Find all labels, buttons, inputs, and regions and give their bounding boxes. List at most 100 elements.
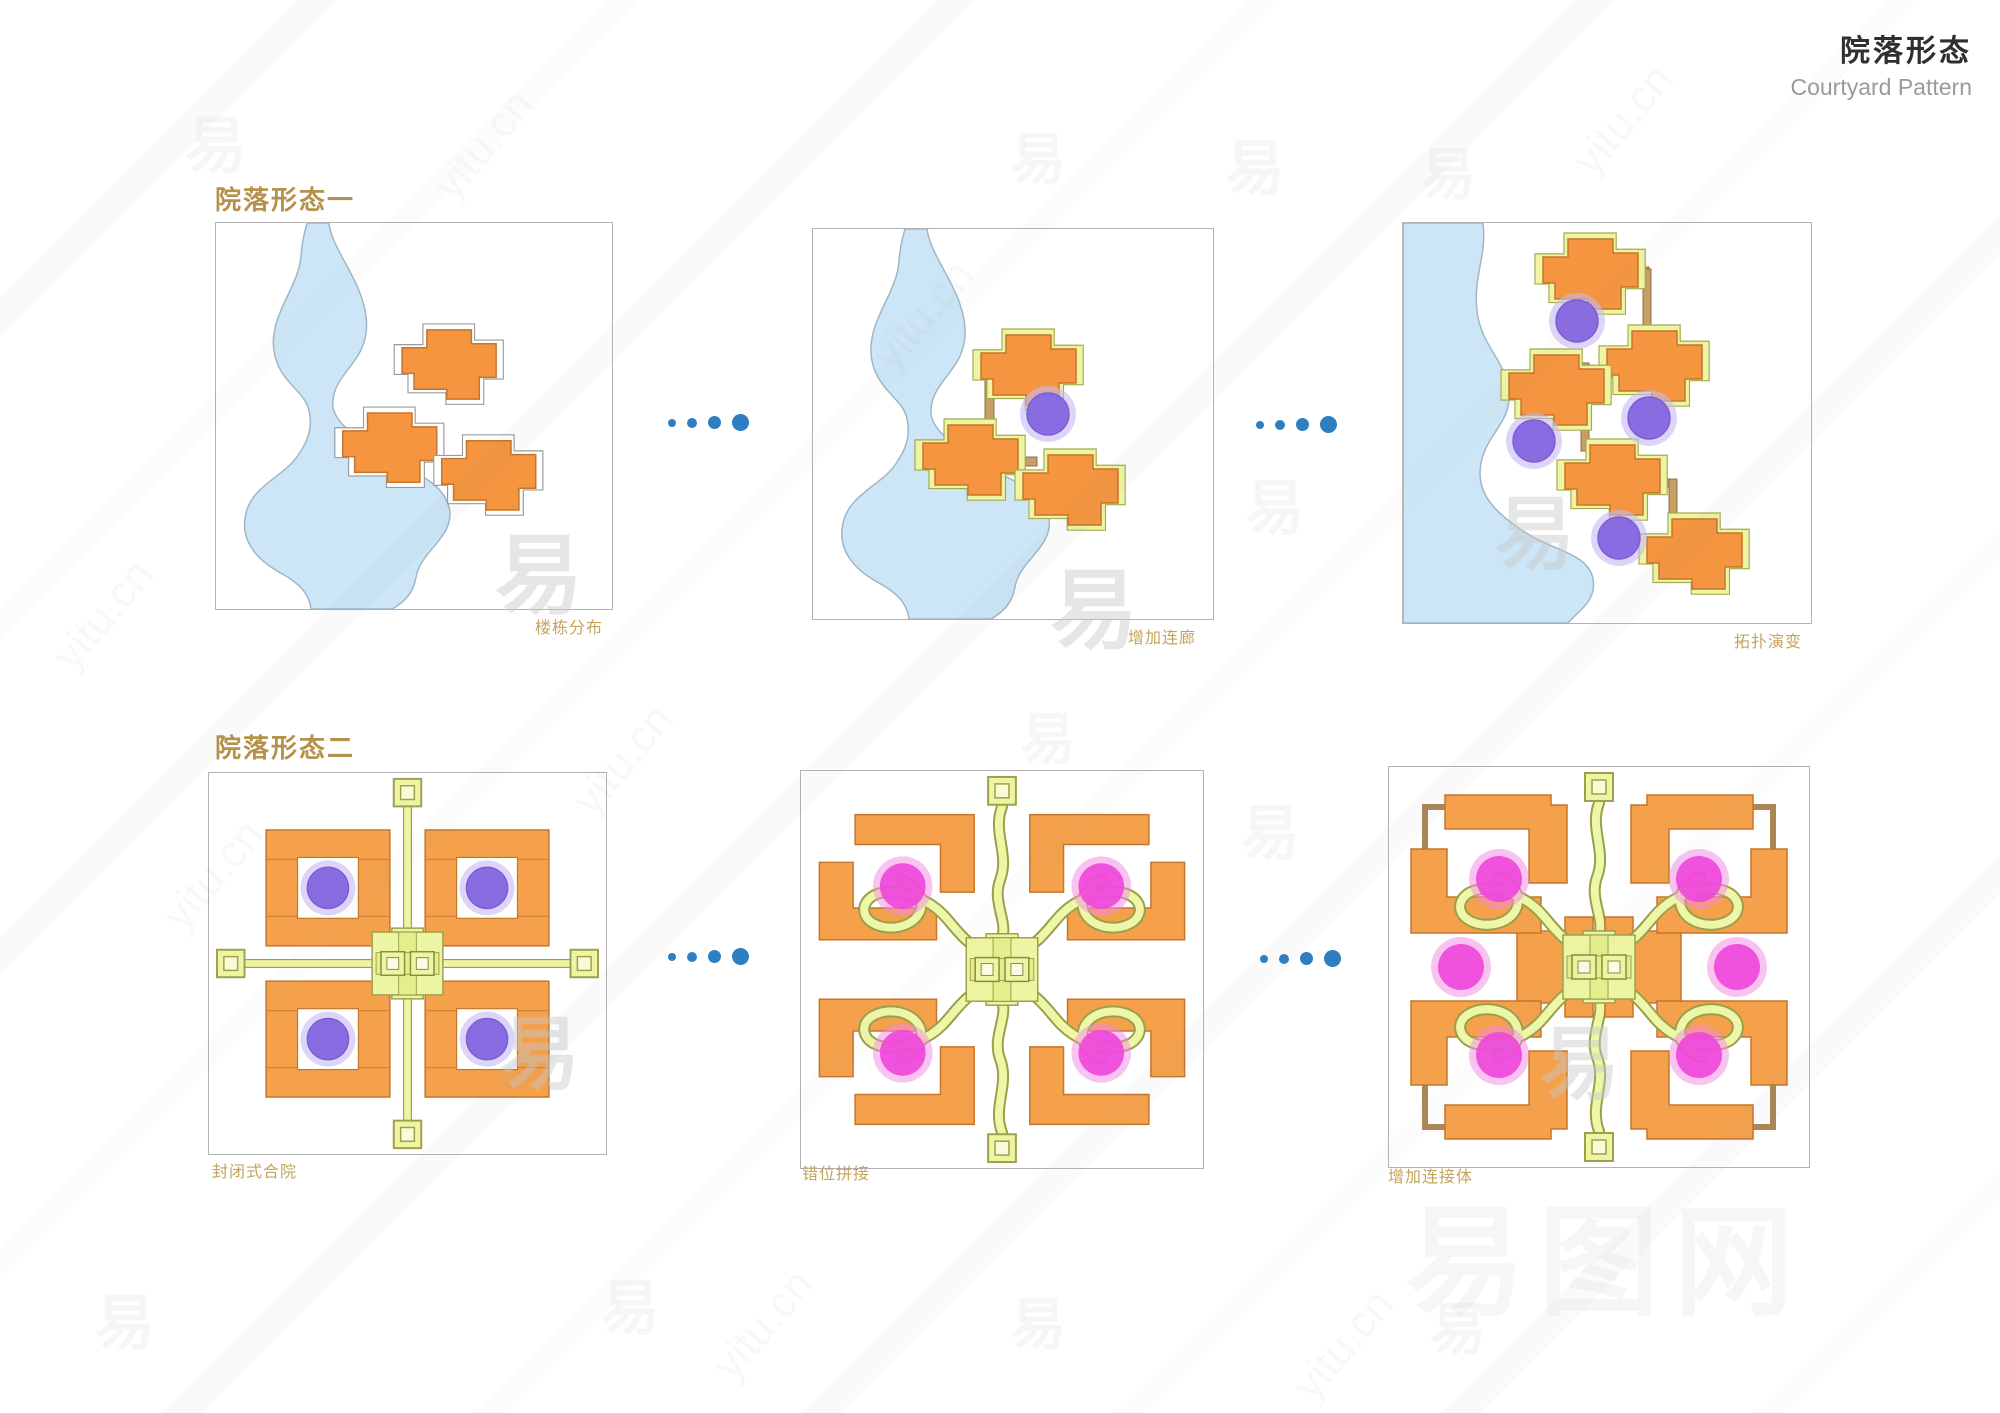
watermark-site: yitu.cn [1563, 55, 1683, 185]
axis-node [392, 777, 423, 808]
axis-corridor [988, 777, 1016, 938]
building [1638, 512, 1750, 595]
water-body [841, 229, 1050, 619]
evolution-dots [1256, 416, 1337, 433]
courtyard-building-ring [266, 830, 390, 946]
panel-caption: 封闭式合院 [212, 1164, 298, 1181]
watermark-char: 易 [600, 1275, 660, 1342]
building-cluster [1615, 795, 1787, 951]
diagram-add-connectors [1389, 767, 1809, 1167]
panel-caption: 错位拼接 [802, 1166, 871, 1183]
section-label-pattern-two: 院落形态二 [215, 733, 356, 763]
building-cluster [1411, 795, 1583, 951]
page-subtitle: Courtyard Pattern [1790, 74, 1972, 100]
dot [1300, 952, 1313, 965]
courtyard-circle [1431, 937, 1491, 997]
watermark-char: 易 [1240, 800, 1300, 867]
courtyard-circle [1505, 412, 1563, 470]
dot [732, 948, 749, 965]
panel-caption: 增加连接体 [1388, 1169, 1474, 1186]
diagram-enclosed-courtyard [216, 777, 599, 1150]
dot [1275, 419, 1285, 430]
evolution-dots [668, 948, 749, 965]
watermark-char: 易 [1245, 475, 1305, 542]
central-node [1562, 930, 1636, 1004]
watermark-char: 易 [185, 112, 248, 181]
dot [708, 416, 721, 429]
courtyard-circle [1548, 292, 1606, 350]
dot [1324, 950, 1341, 967]
watermark-site: yitu.cn [1283, 1280, 1403, 1410]
panel-caption: 增加连廊 [1127, 630, 1196, 647]
page-header: 院落形态 Courtyard Pattern [1790, 26, 1972, 101]
courtyard-circle [1707, 937, 1767, 997]
axis-corridor [1585, 773, 1613, 935]
courtyard-building-ring [266, 981, 390, 1097]
watermark-char: 易 [1010, 1293, 1066, 1356]
dot [732, 414, 749, 431]
watermark-site: yitu.cn [423, 80, 543, 210]
building-cluster [1018, 815, 1185, 954]
central-node [965, 933, 1039, 1006]
panel-caption: 拓扑演变 [1733, 634, 1802, 651]
axis-node [392, 1119, 423, 1150]
courtyard-circle [1590, 509, 1648, 567]
dot [1260, 954, 1268, 963]
axis-corridor [1585, 999, 1613, 1161]
axis-node [216, 948, 246, 979]
building [334, 406, 445, 489]
building [393, 323, 504, 405]
diagram-building-distribution [243, 223, 544, 609]
axis-node [569, 948, 599, 979]
panel-add-connectors [1388, 766, 1810, 1168]
watermark-char: 易 [1430, 1298, 1486, 1361]
building-cluster [1411, 983, 1583, 1139]
panel-topology-evolution [1402, 222, 1812, 624]
panel-caption: 楼栋分布 [534, 620, 603, 637]
dot [687, 417, 697, 428]
watermark-char: 易 [1020, 708, 1076, 771]
water-body [1403, 223, 1595, 623]
watermark-brand: 易图网 [1405, 1196, 1807, 1330]
watermark-site: yitu.cn [43, 550, 163, 680]
water-body [243, 223, 451, 609]
dot [1256, 420, 1264, 429]
panel-building-distribution [215, 222, 613, 610]
building-cluster [1615, 983, 1787, 1139]
dot [687, 951, 697, 962]
panel-enclosed-courtyard [208, 772, 607, 1155]
central-node [371, 927, 444, 1000]
dot [1279, 953, 1289, 964]
diagram-staggered-splicing [801, 771, 1203, 1168]
dot [1320, 416, 1337, 433]
page-title: 院落形态 [1840, 35, 1972, 68]
evolution-dots [1260, 950, 1341, 967]
courtyard-circle [1620, 389, 1678, 447]
watermark-char: 易 [1225, 135, 1285, 202]
building-cluster [819, 815, 986, 954]
axis-corridor [988, 1001, 1016, 1162]
watermark-char: 易 [1420, 143, 1476, 206]
building-cluster [1018, 985, 1185, 1124]
watermark-char: 易 [95, 1290, 155, 1357]
courtyard-building-ring [425, 981, 549, 1097]
dot [668, 418, 676, 427]
section-label-pattern-one: 院落形态一 [215, 185, 356, 215]
watermark-char: 易 [1010, 128, 1066, 191]
building-cluster [819, 985, 986, 1124]
diagram-topology-evolution [1403, 223, 1750, 623]
building [1500, 348, 1612, 431]
dot [708, 950, 721, 963]
building [433, 434, 544, 516]
dot [1296, 418, 1309, 431]
watermark-site: yitu.cn [703, 1260, 823, 1390]
dot [668, 952, 676, 961]
courtyard-building-ring [425, 830, 549, 946]
evolution-dots [668, 414, 749, 431]
building [1556, 438, 1668, 521]
courtyard-circle [1019, 385, 1077, 443]
panel-staggered-splicing [800, 770, 1204, 1169]
diagram-add-corridors [841, 229, 1126, 619]
panel-add-corridors [812, 228, 1214, 620]
